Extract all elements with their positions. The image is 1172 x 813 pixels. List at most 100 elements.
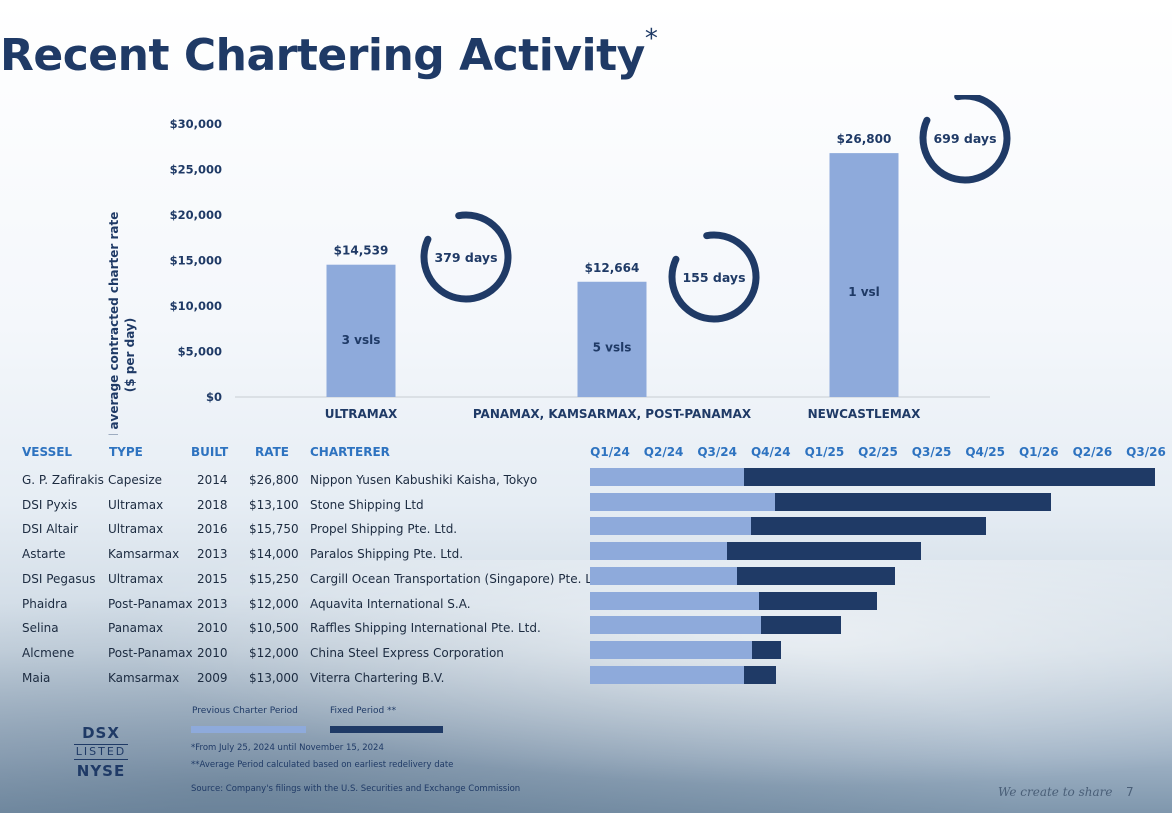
cell-rate: $12,000 xyxy=(249,596,299,611)
cell-charterer: Raffles Shipping International Pte. Ltd. xyxy=(310,621,541,636)
period-ring xyxy=(668,231,760,323)
cell-rate: $15,750 xyxy=(249,522,299,537)
cell-vessel: G. P. Zafirakis xyxy=(22,473,104,487)
cell-rate: $12,000 xyxy=(249,645,299,660)
cell-rate: $26,800 xyxy=(249,473,299,487)
x-tick-label: ULTRAMAX xyxy=(325,407,398,421)
cell-type: Post-Panamax xyxy=(108,645,193,660)
quarter-label: Q1/24 xyxy=(590,445,630,459)
cell-charterer: Stone Shipping Ltd xyxy=(310,497,424,512)
previous-charter-bar xyxy=(590,591,759,610)
cell-charterer: Paralos Shipping Pte. Ltd. xyxy=(310,547,464,562)
logo-dsx: DSX xyxy=(82,724,120,742)
cell-vessel: Alcmene xyxy=(22,645,75,660)
y-tick-label: $20,000 xyxy=(170,208,222,222)
cell-built: 2010 xyxy=(197,645,228,660)
quarter-label: Q2/24 xyxy=(643,445,684,459)
previous-charter-bar xyxy=(590,542,727,561)
quarter-label: Q3/24 xyxy=(697,445,737,459)
y-tick-label: $30,000 xyxy=(170,117,222,131)
cell-charterer: Propel Shipping Pte. Ltd. xyxy=(310,522,458,537)
fixed-period-bar xyxy=(743,665,776,684)
cell-vessel: Phaidra xyxy=(22,596,68,611)
fixed-period-bar xyxy=(726,542,921,561)
bar-2 xyxy=(577,281,647,397)
cell-vessel: DSI Pyxis xyxy=(22,497,78,512)
x-tick-label: NEWCASTLEMAX xyxy=(808,407,921,421)
header-type: TYPE xyxy=(109,445,143,459)
page-title: Recent Chartering Activity* xyxy=(0,24,658,81)
cell-type: Post-Panamax xyxy=(108,596,193,611)
y-tick-label: $10,000 xyxy=(170,299,222,313)
footnote-average: **Average Period calculated based on ear… xyxy=(191,760,454,770)
cell-vessel: Selina xyxy=(22,621,59,636)
cell-type: Ultramax xyxy=(108,522,164,537)
cell-type: Capesize xyxy=(108,473,162,487)
quarter-label: Q1/25 xyxy=(804,445,845,459)
cell-type: Kamsarmax xyxy=(108,670,180,685)
cell-rate: $13,100 xyxy=(249,497,299,512)
logo-nyse: NYSE xyxy=(76,762,126,780)
quarter-label: Q2/26 xyxy=(1072,445,1113,459)
quarter-label: Q3/25 xyxy=(911,445,952,459)
quarter-label: Q3/26 xyxy=(1126,445,1166,459)
bar-vessel-count: 3 vsls xyxy=(342,333,381,347)
period-days-label: 699 days xyxy=(933,131,996,146)
cell-charterer: Cargill Ocean Transportation (Singapore)… xyxy=(310,571,605,586)
period-ring xyxy=(420,211,512,303)
page-number: 7 xyxy=(1126,785,1134,799)
previous-charter-bar xyxy=(590,468,744,486)
charter-table: VESSEL TYPE BUILT RATE CHARTERER G. P. Z… xyxy=(0,440,604,690)
cell-built: 2013 xyxy=(197,547,228,562)
cell-built: 2009 xyxy=(197,670,228,685)
previous-charter-bar xyxy=(590,566,737,585)
footnote-period: *From July 25, 2024 until November 15, 2… xyxy=(191,743,384,753)
cell-type: Panamax xyxy=(108,621,164,636)
fixed-period-bar xyxy=(758,591,877,610)
fixed-period-bar xyxy=(751,640,782,659)
cell-charterer: China Steel Express Corporation xyxy=(310,645,504,660)
cell-rate: $14,000 xyxy=(249,547,299,562)
quarter-label: Q2/25 xyxy=(858,445,898,459)
cell-rate: $10,500 xyxy=(249,621,299,636)
bar-value-label: $12,664 xyxy=(585,261,640,275)
cell-type: Kamsarmax xyxy=(108,547,180,562)
previous-charter-bar xyxy=(590,640,752,659)
cell-charterer: Nippon Yusen Kabushiki Kaisha, Tokyo xyxy=(310,473,538,487)
cell-vessel: Maia xyxy=(22,670,51,685)
cell-built: 2013 xyxy=(197,596,228,611)
previous-charter-bar xyxy=(590,492,775,511)
cell-built: 2010 xyxy=(197,621,228,636)
previous-charter-bar xyxy=(590,665,744,684)
header-built: BUILT xyxy=(191,445,229,459)
y-tick-label: $25,000 xyxy=(170,163,222,177)
period-ring xyxy=(919,95,1011,184)
source-note: Source: Company's filings with the U.S. … xyxy=(191,784,521,794)
quarter-label: Q4/25 xyxy=(965,445,1005,459)
y-axis-title: Weighted average contracted charter rate… xyxy=(107,212,137,435)
charter-rate-chart: Weighted average contracted charter rate… xyxy=(107,95,1011,435)
legend-fixed-swatch xyxy=(330,726,443,733)
y-tick-label: $15,000 xyxy=(170,254,222,268)
fixed-period-bar xyxy=(761,616,841,635)
bar-vessel-count: 1 vsl xyxy=(848,285,880,299)
cell-built: 2018 xyxy=(197,497,228,512)
period-days-label: 379 days xyxy=(434,250,497,265)
cell-built: 2016 xyxy=(197,522,228,537)
fixed-period-bar xyxy=(743,468,1155,486)
header-rate: RATE xyxy=(255,445,289,459)
cell-vessel: Astarte xyxy=(22,547,66,562)
logo-listed: LISTED xyxy=(74,744,128,760)
bar-value-label: $14,539 xyxy=(334,244,389,258)
period-days-label: 155 days xyxy=(682,270,745,285)
cell-vessel: DSI Pegasus xyxy=(22,571,96,586)
bar-3 xyxy=(829,153,899,397)
x-tick-label: PANAMAX, KAMSARMAX, POST-PANAMAX xyxy=(473,407,752,421)
previous-charter-bar xyxy=(590,616,762,635)
y-axis-title-line2: ($ per day) xyxy=(123,318,137,392)
cell-rate: $15,250 xyxy=(249,571,299,586)
tagline: We create to share xyxy=(998,785,1113,799)
cell-rate: $13,000 xyxy=(249,670,299,685)
bar-value-label: $26,800 xyxy=(837,132,892,146)
legend-fixed-label: Fixed Period ** xyxy=(330,706,397,716)
